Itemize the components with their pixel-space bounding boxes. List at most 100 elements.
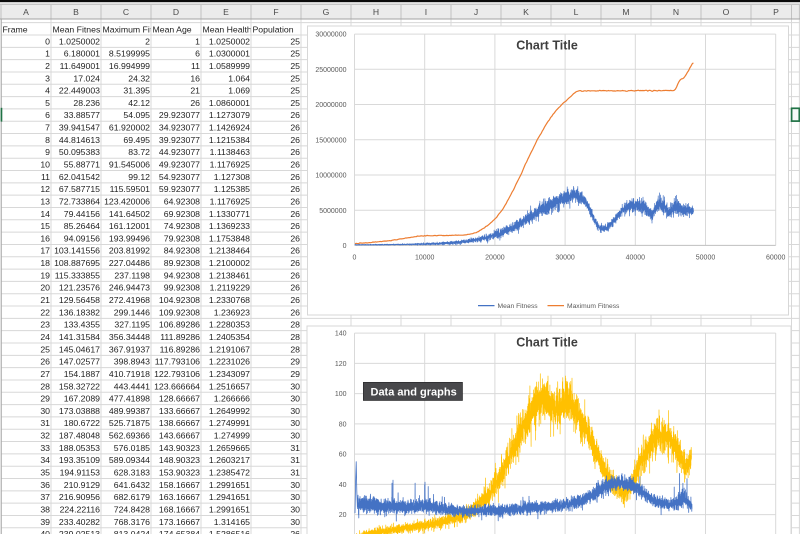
svg-text:1.0589999: 1.0589999 [209, 61, 250, 71]
svg-text:2: 2 [145, 36, 150, 46]
svg-text:163.16667: 163.16667 [159, 492, 200, 502]
svg-text:26: 26 [290, 147, 300, 157]
svg-text:477.41898: 477.41898 [109, 394, 150, 404]
svg-text:1.2280353: 1.2280353 [209, 320, 250, 330]
svg-text:1.2749991: 1.2749991 [209, 418, 250, 428]
svg-text:79.92308: 79.92308 [164, 233, 200, 243]
svg-text:B: B [73, 7, 79, 17]
svg-text:143.90323: 143.90323 [159, 443, 200, 453]
svg-text:203.81992: 203.81992 [109, 246, 150, 256]
svg-text:34.923077: 34.923077 [159, 123, 200, 133]
svg-text:227.04486: 227.04486 [109, 258, 150, 268]
svg-text:1.1330771: 1.1330771 [209, 209, 250, 219]
svg-text:20: 20 [40, 283, 50, 293]
svg-text:26: 26 [290, 123, 300, 133]
svg-text:1.1753848: 1.1753848 [209, 233, 250, 243]
svg-text:33: 33 [40, 443, 50, 453]
svg-text:Chart Title: Chart Title [516, 336, 578, 350]
svg-text:174.65384: 174.65384 [159, 529, 200, 534]
svg-text:34: 34 [40, 455, 50, 465]
svg-text:103.141556: 103.141556 [54, 246, 100, 256]
svg-text:1.266666: 1.266666 [214, 394, 250, 404]
svg-text:26: 26 [290, 307, 300, 317]
svg-text:12: 12 [40, 184, 50, 194]
svg-text:23: 23 [40, 320, 50, 330]
svg-text:H: H [373, 7, 379, 17]
svg-text:1.2138461: 1.2138461 [209, 270, 250, 280]
svg-text:1.236923: 1.236923 [214, 307, 250, 317]
svg-text:1.0250002: 1.0250002 [209, 36, 250, 46]
svg-text:1.2991651: 1.2991651 [209, 480, 250, 490]
svg-text:11.649001: 11.649001 [60, 61, 101, 71]
svg-text:628.3183: 628.3183 [114, 468, 150, 478]
svg-text:30: 30 [290, 517, 300, 527]
svg-text:20: 20 [339, 512, 347, 519]
svg-text:168.16667: 168.16667 [159, 504, 200, 514]
svg-text:Chart Title: Chart Title [516, 39, 578, 53]
svg-text:25: 25 [290, 73, 300, 83]
svg-text:11: 11 [191, 61, 200, 71]
svg-text:59.923077: 59.923077 [159, 184, 200, 194]
svg-text:25: 25 [290, 36, 300, 46]
svg-text:6: 6 [195, 49, 200, 59]
svg-text:104.92308: 104.92308 [159, 295, 200, 305]
svg-text:72.733864: 72.733864 [59, 196, 100, 206]
svg-text:8.5199995: 8.5199995 [109, 49, 150, 59]
svg-text:158.32722: 158.32722 [59, 381, 100, 391]
svg-text:562.69366: 562.69366 [109, 431, 150, 441]
svg-text:1.314165: 1.314165 [214, 517, 250, 527]
svg-text:6: 6 [45, 110, 50, 120]
svg-text:0: 0 [45, 36, 50, 46]
svg-text:N: N [673, 7, 679, 17]
svg-text:54.923077: 54.923077 [159, 172, 200, 182]
svg-text:C: C [123, 7, 129, 17]
svg-text:40000: 40000 [626, 254, 646, 261]
svg-text:17: 17 [40, 246, 50, 256]
svg-text:69.92308: 69.92308 [164, 209, 200, 219]
svg-text:13: 13 [40, 196, 50, 206]
svg-text:50.095383: 50.095383 [59, 147, 100, 157]
svg-text:26: 26 [290, 209, 300, 219]
svg-text:30: 30 [290, 418, 300, 428]
svg-text:136.18382: 136.18382 [59, 307, 100, 317]
svg-text:25: 25 [290, 61, 300, 71]
svg-text:589.09344: 589.09344 [109, 455, 150, 465]
svg-text:443.4441: 443.4441 [114, 381, 150, 391]
svg-text:Population: Population [253, 24, 294, 34]
svg-text:122.793106: 122.793106 [154, 369, 200, 379]
svg-text:30000: 30000 [555, 254, 575, 261]
svg-text:26: 26 [290, 110, 300, 120]
svg-text:1.1369233: 1.1369233 [209, 221, 250, 231]
svg-text:115.333855: 115.333855 [55, 270, 100, 280]
svg-text:30: 30 [290, 431, 300, 441]
svg-text:1.0250002: 1.0250002 [59, 36, 100, 46]
svg-text:1.2649992: 1.2649992 [209, 406, 250, 416]
svg-text:1.125385: 1.125385 [214, 184, 250, 194]
svg-text:1.2991651: 1.2991651 [209, 504, 250, 514]
svg-text:26: 26 [290, 270, 300, 280]
svg-text:26: 26 [290, 184, 300, 194]
svg-text:193.99496: 193.99496 [109, 233, 150, 243]
svg-text:89.92308: 89.92308 [164, 258, 200, 268]
svg-text:129.56458: 129.56458 [59, 295, 100, 305]
svg-text:54.095: 54.095 [123, 110, 150, 120]
svg-text:39.941547: 39.941547 [59, 123, 100, 133]
svg-text:1.2659665: 1.2659665 [209, 443, 250, 453]
svg-text:109.92308: 109.92308 [159, 307, 200, 317]
svg-text:115.59501: 115.59501 [110, 184, 151, 194]
svg-text:18: 18 [40, 258, 50, 268]
svg-text:158.16667: 158.16667 [159, 480, 200, 490]
svg-text:28: 28 [290, 320, 300, 330]
svg-text:42.12: 42.12 [128, 98, 150, 108]
svg-text:141.31584: 141.31584 [59, 332, 100, 342]
svg-text:7: 7 [45, 123, 50, 133]
svg-text:94.92308: 94.92308 [164, 270, 200, 280]
svg-text:29: 29 [290, 369, 300, 379]
svg-text:31: 31 [290, 443, 300, 453]
svg-text:64.92308: 64.92308 [164, 196, 200, 206]
svg-text:153.90323: 153.90323 [159, 468, 200, 478]
svg-text:30: 30 [290, 480, 300, 490]
svg-text:33.88577: 33.88577 [64, 110, 100, 120]
svg-text:576.0185: 576.0185 [114, 443, 150, 453]
svg-text:24: 24 [40, 332, 50, 342]
